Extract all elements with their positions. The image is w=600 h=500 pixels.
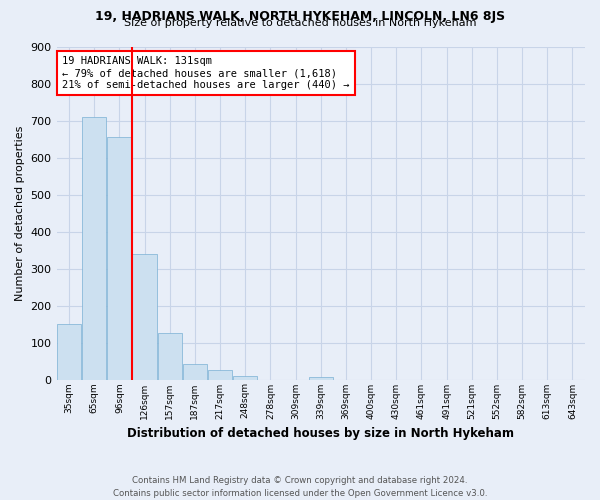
X-axis label: Distribution of detached houses by size in North Hykeham: Distribution of detached houses by size … (127, 427, 514, 440)
Bar (107, 137, 131, 380)
Y-axis label: Number of detached properties: Number of detached properties (15, 126, 25, 300)
Bar (158, 332, 182, 380)
Bar (308, 376, 333, 380)
Text: 19, HADRIANS WALK, NORTH HYKEHAM, LINCOLN, LN6 8JS: 19, HADRIANS WALK, NORTH HYKEHAM, LINCOL… (95, 10, 505, 23)
Bar (208, 370, 232, 380)
Bar (57, 324, 82, 380)
Text: 19 HADRIANS WALK: 131sqm
← 79% of detached houses are smaller (1,618)
21% of sem: 19 HADRIANS WALK: 131sqm ← 79% of detach… (62, 56, 349, 90)
Bar (233, 376, 257, 380)
Text: Size of property relative to detached houses in North Hykeham: Size of property relative to detached ho… (124, 18, 476, 28)
Bar (183, 364, 207, 380)
Bar (133, 254, 157, 380)
Bar (82, 117, 106, 380)
Text: Contains HM Land Registry data © Crown copyright and database right 2024.
Contai: Contains HM Land Registry data © Crown c… (113, 476, 487, 498)
